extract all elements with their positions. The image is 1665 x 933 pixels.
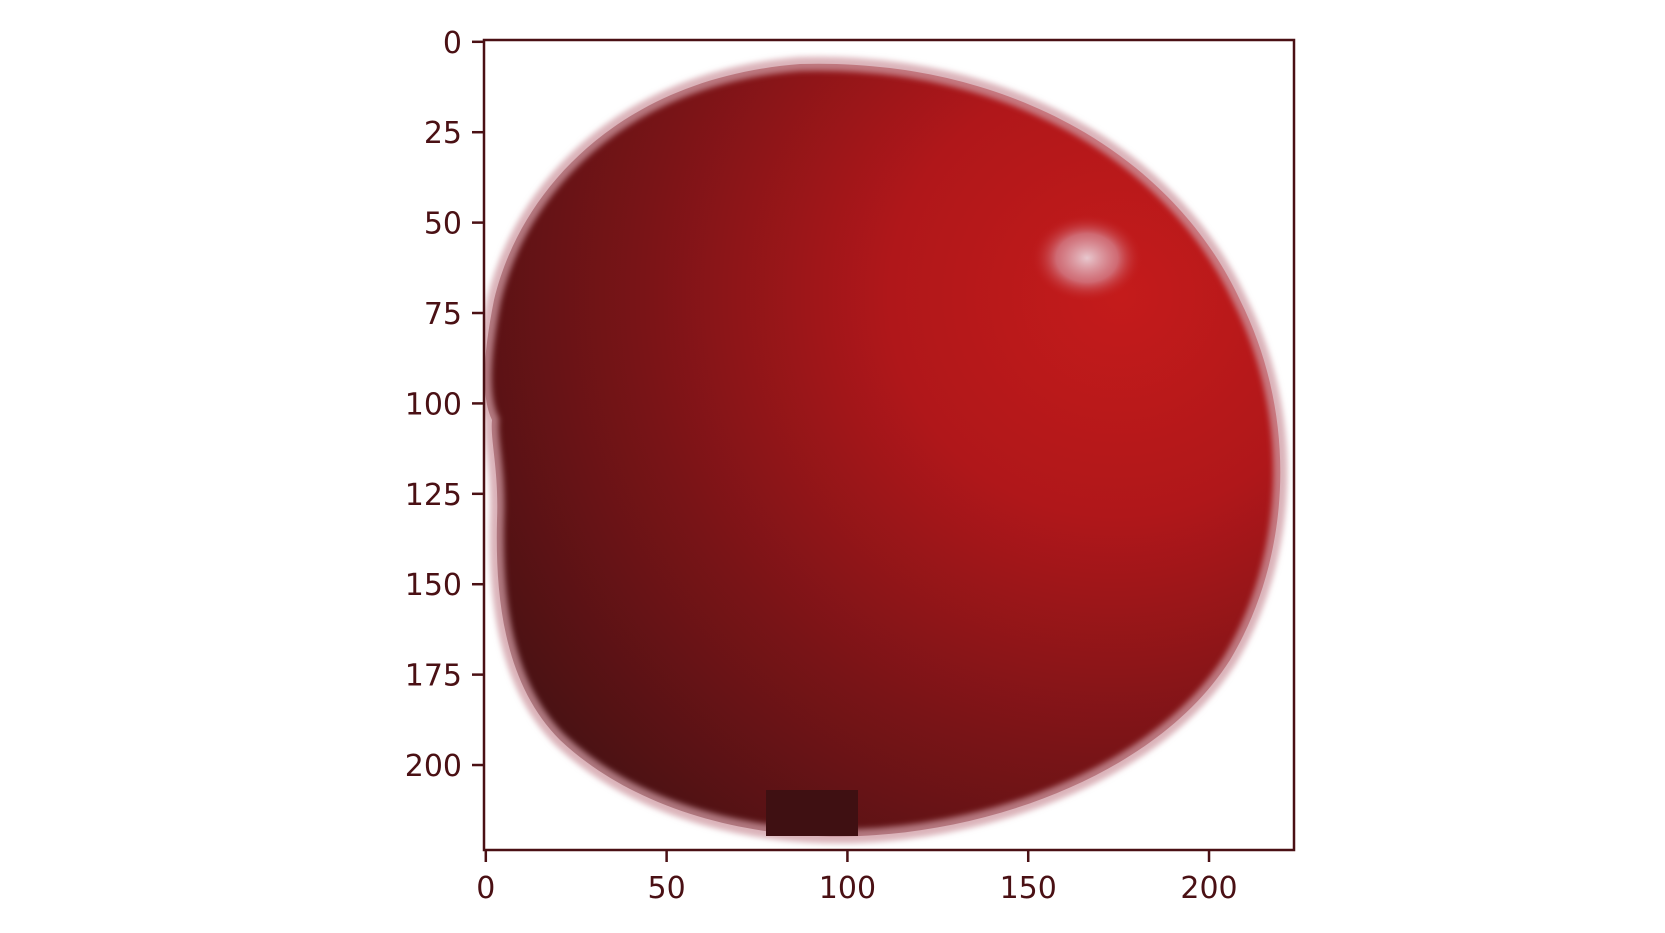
apple-highlight [1031,214,1143,302]
y-tick-label: 100 [405,387,462,422]
x-tick-label: 200 [1180,871,1237,906]
y-tick-label: 200 [405,749,462,784]
apple-stem-shadow [766,790,858,836]
plot-frame [482,38,1296,852]
y-tick-label: 75 [424,297,462,332]
y-tick-label: 0 [443,26,462,61]
x-axis: 0 50 100 150 200 [476,850,1238,906]
apple-rim [484,56,1288,844]
y-tick-label: 125 [405,478,462,513]
apple-image [484,40,1294,850]
y-axis: 0 25 50 75 100 125 150 175 200 [405,26,484,784]
x-tick-label: 150 [1000,871,1057,906]
y-tick-label: 25 [424,116,462,151]
x-tick-label: 0 [476,871,495,906]
y-tick-label: 150 [405,568,462,603]
x-tick-label: 50 [648,871,686,906]
x-tick-label: 100 [819,871,876,906]
y-tick-label: 50 [424,207,462,242]
y-tick-label: 175 [405,659,462,694]
